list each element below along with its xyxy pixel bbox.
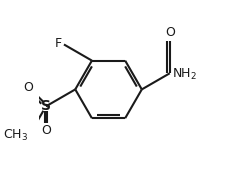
Text: O: O bbox=[24, 81, 34, 94]
Text: O: O bbox=[41, 124, 51, 137]
Text: S: S bbox=[41, 99, 51, 113]
Text: F: F bbox=[55, 37, 62, 50]
Text: NH$_2$: NH$_2$ bbox=[172, 67, 197, 82]
Text: O: O bbox=[166, 26, 176, 39]
Text: CH$_3$: CH$_3$ bbox=[3, 128, 28, 143]
